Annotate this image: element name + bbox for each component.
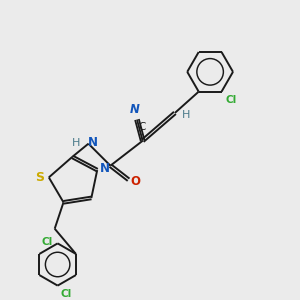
Text: N: N bbox=[130, 103, 140, 116]
Text: S: S bbox=[35, 171, 44, 184]
Text: H: H bbox=[182, 110, 190, 120]
Text: Cl: Cl bbox=[41, 237, 52, 247]
Text: O: O bbox=[130, 175, 140, 188]
Text: N: N bbox=[100, 162, 110, 175]
Text: H: H bbox=[72, 137, 80, 148]
Text: Cl: Cl bbox=[61, 289, 72, 299]
Text: N: N bbox=[88, 136, 98, 149]
Text: Cl: Cl bbox=[225, 95, 236, 105]
Text: C: C bbox=[138, 122, 146, 132]
